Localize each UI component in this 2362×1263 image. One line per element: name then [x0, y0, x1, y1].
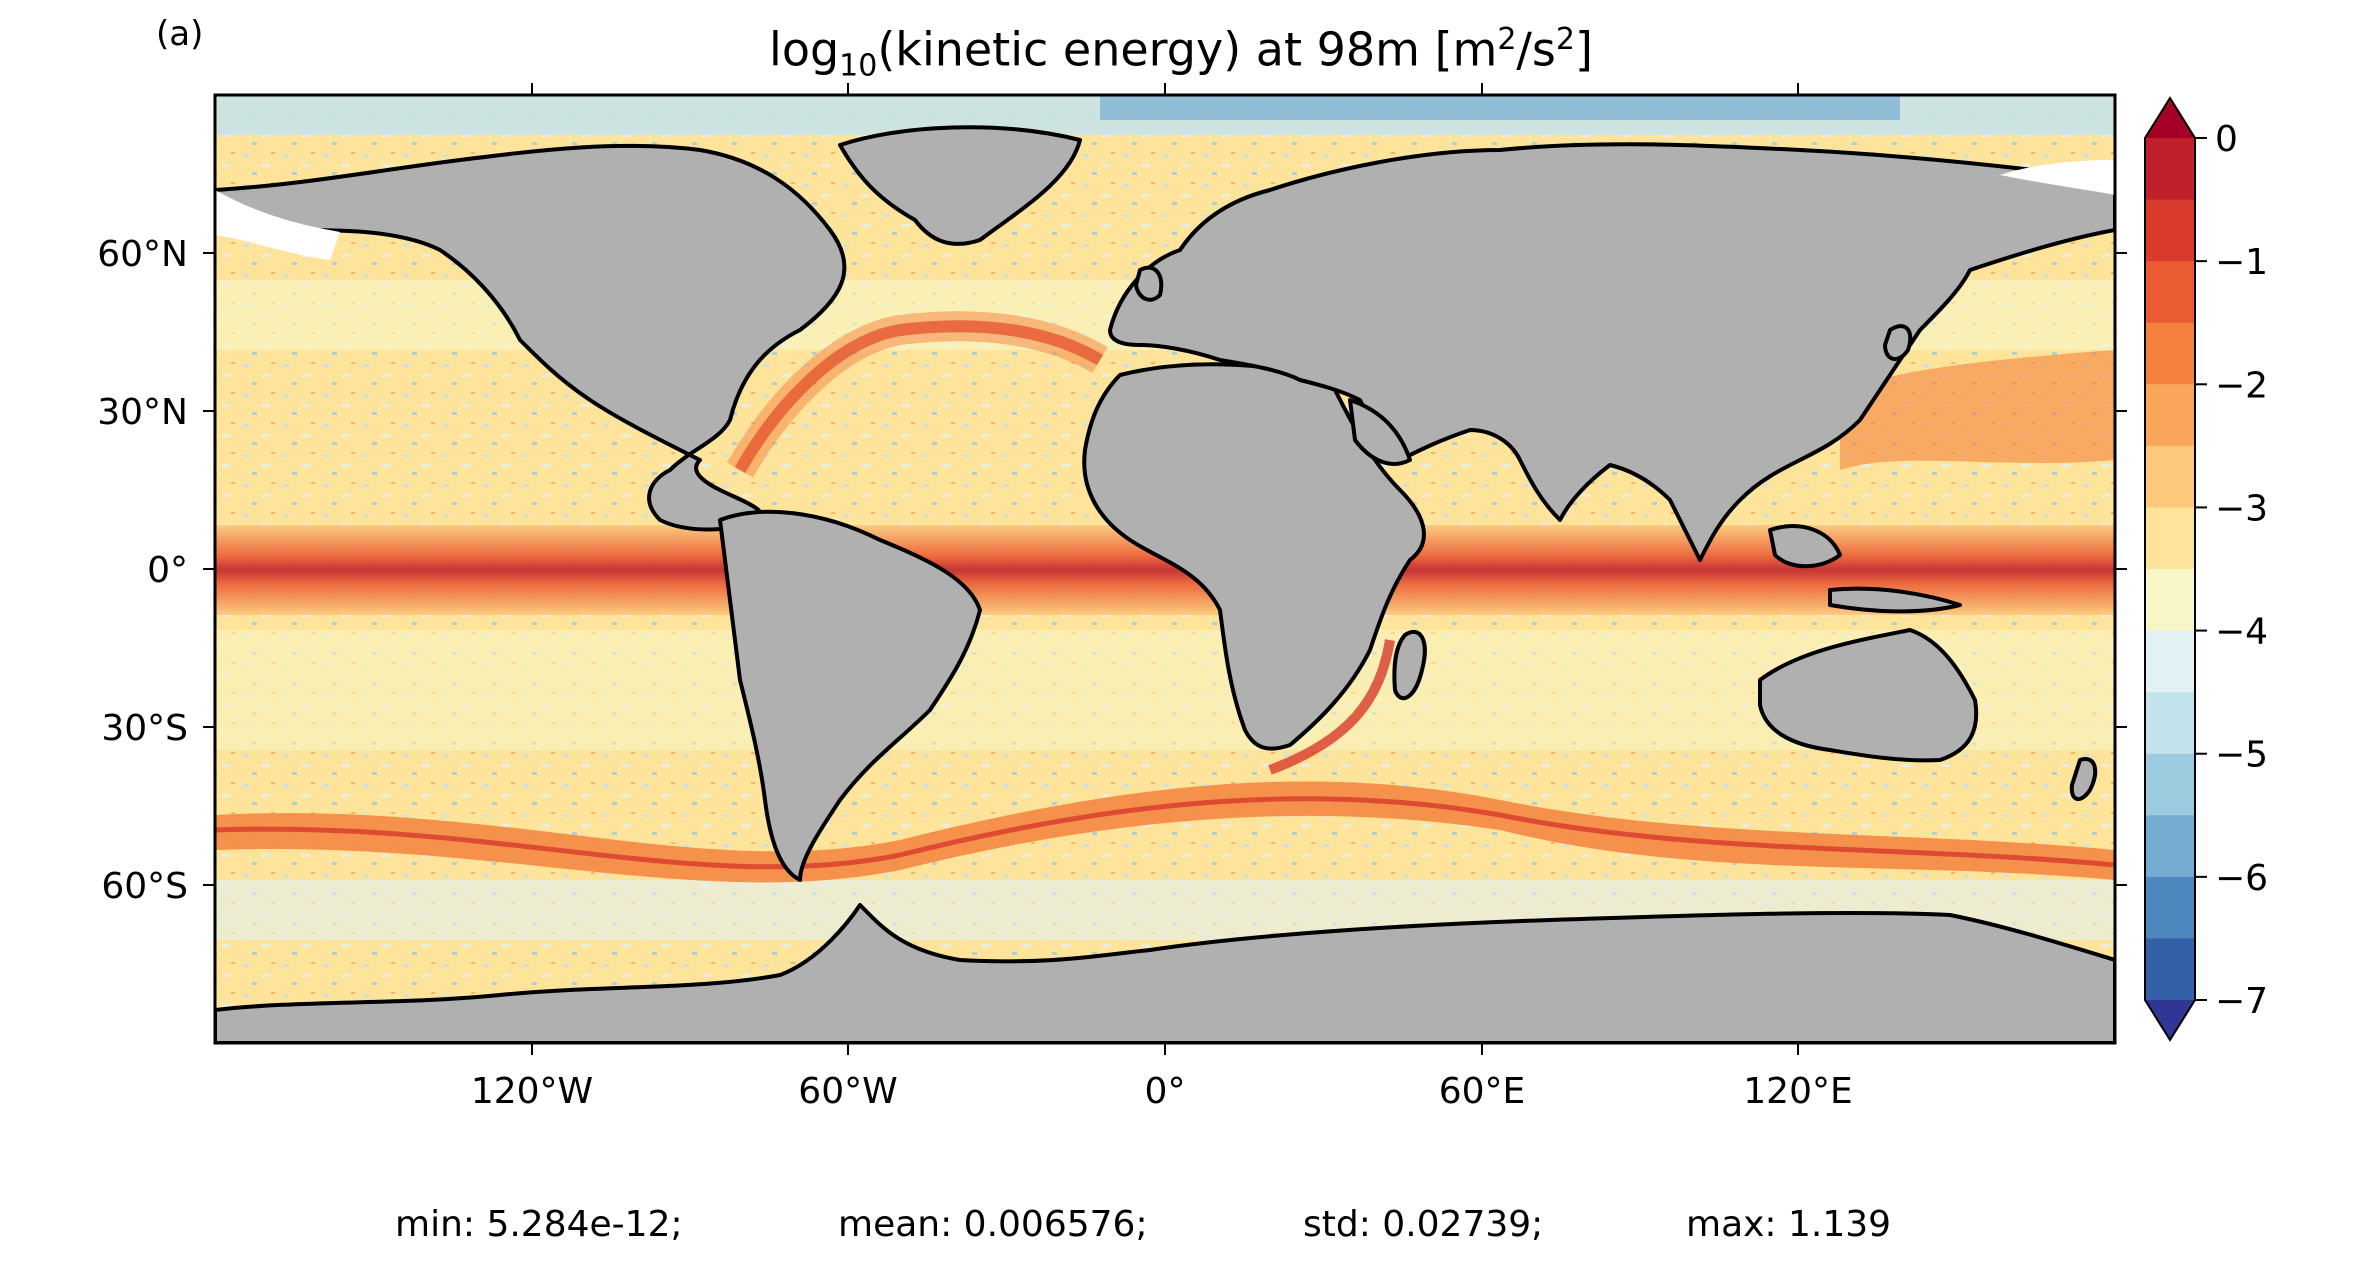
colorbar: 0 −1 −2 −3 −4 −5 −6 −7	[2144, 96, 2268, 1042]
colorbar-tick-label: −3	[2215, 488, 2268, 529]
colorbar-tick-label: −4	[2215, 612, 2268, 653]
colorbar-tick-label: −1	[2215, 242, 2268, 283]
panel-label: (a)	[156, 14, 204, 54]
x-tick-label: 60°W	[798, 1071, 897, 1112]
colorbar-tick-label: 0	[2215, 119, 2238, 160]
x-tick-label: 0°	[1145, 1071, 1186, 1112]
x-tick-label: 120°E	[1743, 1071, 1852, 1112]
colorbar-tick-label: −2	[2215, 365, 2268, 406]
y-tick-label: 60°S	[101, 866, 188, 907]
colorbar-segment	[2145, 630, 2195, 693]
stat-std: std: 0.02739;	[1303, 1204, 1544, 1245]
colorbar-tick-label: −7	[2215, 981, 2268, 1022]
y-axis: 60°N 30°N 0° 30°S 60°S	[97, 234, 2127, 907]
x-tick-label: 120°W	[471, 1071, 593, 1112]
colorbar-extend-min	[2145, 1000, 2195, 1040]
colorbar-segment	[2145, 815, 2195, 878]
colorbar-extend-max	[2145, 98, 2195, 138]
y-tick-label: 0°	[147, 550, 188, 591]
colorbar-segment	[2145, 199, 2195, 262]
stat-max: max: 1.139	[1686, 1204, 1892, 1245]
colorbar-segment	[2145, 445, 2195, 508]
chart-title: log10(kinetic energy) at 98m [m2/s2]	[769, 22, 1593, 84]
colorbar-tick-label: −6	[2215, 858, 2268, 899]
colorbar-segment	[2145, 876, 2195, 939]
x-tick-label: 60°E	[1439, 1071, 1526, 1112]
acc-band	[215, 781, 2115, 883]
colorbar-segment	[2145, 384, 2195, 447]
stat-min: min: 5.284e-12;	[395, 1204, 683, 1245]
colorbar-segment	[2145, 753, 2195, 816]
colorbar-segment	[2145, 938, 2195, 1001]
colorbar-segment	[2145, 138, 2195, 201]
map-area	[215, 95, 2115, 1043]
land	[215, 125, 2115, 1043]
y-tick-label: 30°S	[101, 708, 188, 749]
stat-mean: mean: 0.006576;	[838, 1204, 1148, 1245]
colorbar-segment	[2145, 322, 2195, 385]
y-tick-label: 60°N	[97, 234, 188, 275]
colorbar-segment	[2145, 507, 2195, 570]
y-tick-label: 30°N	[97, 392, 188, 433]
colorbar-tick-label: −5	[2215, 735, 2268, 776]
colorbar-segment	[2145, 261, 2195, 324]
x-axis: 120°W 60°W 0° 60°E 120°E	[471, 83, 1853, 1112]
colorbar-segment	[2145, 569, 2195, 632]
colorbar-segment	[2145, 692, 2195, 755]
